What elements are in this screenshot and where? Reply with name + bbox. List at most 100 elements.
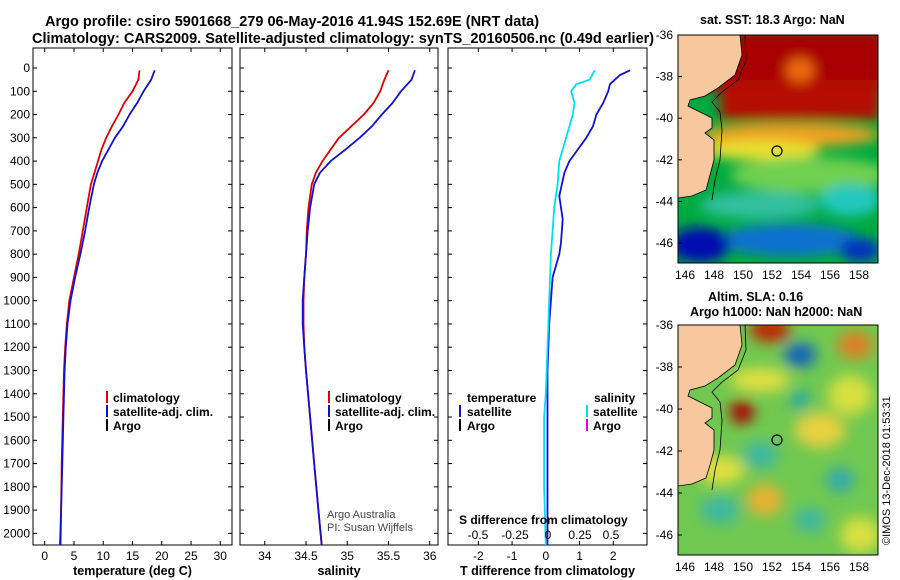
temperature-legend: climatology satellite-adj. clim. Argo <box>106 391 213 433</box>
legend-swatch-black <box>106 419 108 431</box>
depth-tick-label: 1100 <box>4 317 30 331</box>
sst-cold-patch2 <box>840 238 878 262</box>
legend-swatch-black <box>328 419 330 431</box>
sla-map-title-1: Altim. SLA: 0.16 <box>708 290 803 304</box>
x-tick-label: 25 <box>184 549 198 563</box>
sla-lon-axis: 146 148 150 152 154 156 158 <box>675 560 869 574</box>
lat-tick-label: -44 <box>656 486 674 500</box>
legend-label-argo: Argo <box>593 419 621 433</box>
legend-label-satellite: satellite <box>593 405 638 419</box>
sla-cyan-1 <box>742 441 778 469</box>
x-tick-label: 20 <box>155 549 169 563</box>
x-tick-label: 15 <box>126 549 140 563</box>
legend-swatch-blue <box>328 405 330 417</box>
sst-lon-axis: 146 148 150 152 154 156 158 <box>675 268 869 282</box>
legend-swatch-magenta <box>586 419 588 431</box>
series-line-climatology <box>302 69 390 546</box>
depth-tick-label: 200 <box>10 108 30 122</box>
legend-heading-temperature: temperature <box>467 391 537 405</box>
legend-swatch-blue <box>106 405 108 417</box>
sst-green-band <box>730 157 878 193</box>
depth-tick-label: 2000 <box>3 526 30 540</box>
lat-tick-label: -40 <box>656 111 674 125</box>
legend-label-argo: Argo <box>335 419 363 433</box>
depth-tick-label: 1000 <box>3 294 30 308</box>
lon-tick-label: 146 <box>675 268 695 282</box>
plot-frame <box>239 47 439 546</box>
lon-tick-label: 150 <box>733 560 753 574</box>
secondary-tick-label: -0.5 <box>468 528 489 542</box>
difference-legend-salinity: salinity satellite Argo <box>586 391 638 433</box>
sla-lat-axis: -36 -38 -40 -42 -44 -46 <box>656 318 682 542</box>
depth-tick-label: 0 <box>23 61 30 75</box>
lat-tick-label: -44 <box>656 194 674 208</box>
depth-tick-label: 900 <box>10 270 30 284</box>
lon-tick-label: 154 <box>791 268 811 282</box>
title-line-1: Argo profile: csiro 5901668_279 06-May-2… <box>45 14 539 30</box>
lat-tick-label: -38 <box>656 360 674 374</box>
depth-tick-label: 300 <box>10 131 30 145</box>
difference-legend-temperature: temperature satellite Argo <box>459 391 537 433</box>
x-tick-label: 1 <box>576 549 583 563</box>
sla-cyan-4 <box>794 508 826 532</box>
sla-cyan-3 <box>826 468 854 492</box>
legend-swatch-red <box>106 391 108 403</box>
sst-front-yellow <box>700 140 820 160</box>
depth-tick-label: 1900 <box>3 503 30 517</box>
x-tick-label: 0 <box>542 549 549 563</box>
lat-tick-label: -42 <box>656 153 674 167</box>
x-tick-label: -2 <box>473 549 484 563</box>
depth-tick-label: 1700 <box>3 457 30 471</box>
sst-cyan-patch <box>700 191 820 219</box>
x-tick-label: 36 <box>423 549 437 563</box>
sla-orange-1 <box>747 484 783 516</box>
sla-high-north <box>750 325 790 342</box>
lon-tick-label: 158 <box>849 560 869 574</box>
lon-tick-label: 152 <box>762 268 782 282</box>
x-tick-label: 2 <box>610 549 617 563</box>
lat-tick-label: -38 <box>656 70 674 84</box>
difference-panel: -2 -1 0 1 2T difference from climatology <box>447 47 648 578</box>
sst-lat-axis: -36 -38 -40 -42 -44 -46 <box>656 28 682 250</box>
x-tick-label: 10 <box>97 549 111 563</box>
lon-tick-label: 146 <box>675 560 695 574</box>
x-axis-label: temperature (deg C) <box>73 564 192 578</box>
series-line-salinity-satellite <box>543 69 596 546</box>
lat-tick-label: -36 <box>656 318 674 332</box>
x-tick-label: 0 <box>41 549 48 563</box>
lon-tick-label: 156 <box>820 560 840 574</box>
lon-tick-label: 156 <box>820 268 840 282</box>
sst-map <box>678 35 878 263</box>
x-axis-label: salinity <box>317 564 360 578</box>
depth-tick-label: 1600 <box>3 433 30 447</box>
lon-tick-label: 154 <box>791 560 811 574</box>
secondary-axis-ticks: -0.5 -0.25 0 0.25 0.5 <box>468 528 620 542</box>
legend-swatch-blue <box>459 405 461 417</box>
title-line-2: Climatology: CARS2009. Satellite-adjuste… <box>32 31 654 47</box>
depth-tick-label: 100 <box>10 84 30 98</box>
legend-heading-salinity: salinity <box>594 391 636 405</box>
x-tick-label: 30 <box>214 549 228 563</box>
legend-label-satellite: satellite <box>467 405 512 419</box>
sst-map-title: sat. SST: 18.3 Argo: NaN <box>700 13 845 27</box>
imos-credit: ©IMOS 13-Dec-2018 01:53:31 <box>881 396 893 545</box>
sst-land <box>678 35 743 199</box>
secondary-tick-label: -0.25 <box>501 528 529 542</box>
sla-map <box>678 325 878 555</box>
legend-label-argo: Argo <box>113 419 141 433</box>
legend-label-argo: Argo <box>467 419 495 433</box>
sla-low-1 <box>784 343 816 367</box>
depth-tick-label: 1800 <box>3 480 30 494</box>
salinity-legend: climatology satellite-adj. clim. Argo <box>328 391 435 433</box>
sla-high-center <box>730 400 754 424</box>
x-tick-label: 34 <box>258 549 272 563</box>
lon-tick-label: 152 <box>762 560 782 574</box>
sla-land <box>678 325 743 487</box>
depth-tick-label: 800 <box>10 247 30 261</box>
secondary-tick-label: 0.25 <box>568 528 592 542</box>
sla-depth-contour <box>711 325 747 491</box>
depth-tick-label: 1200 <box>3 340 30 354</box>
credit-pi: PI: Susan Wijffels <box>327 522 413 534</box>
sst-cyan-patch2 <box>820 184 878 216</box>
